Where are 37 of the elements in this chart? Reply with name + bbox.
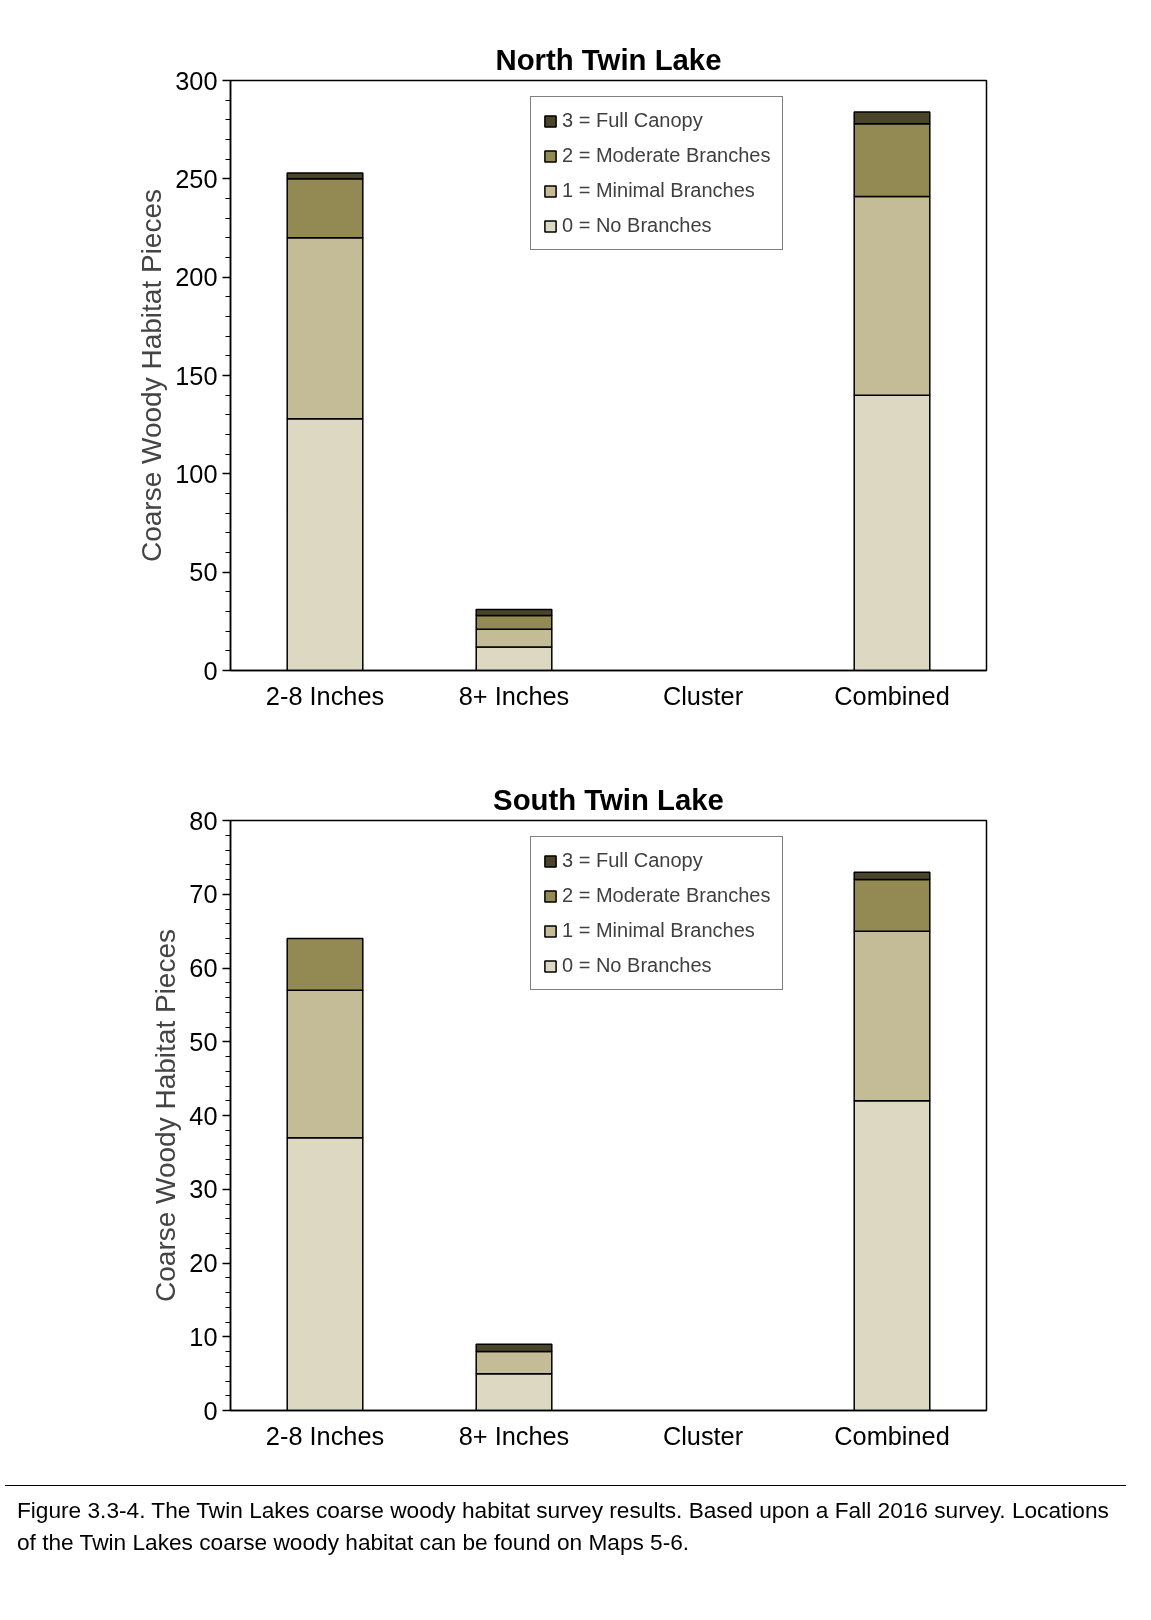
y-tick-label: 0 <box>203 1396 218 1425</box>
legend-label: 0 = No Branches <box>562 954 712 977</box>
x-tick-label: 8+ Inches <box>458 681 570 710</box>
x-tick-label: Cluster <box>662 681 744 710</box>
y-tick-label: 60 <box>189 954 218 982</box>
y-axis-title: Coarse Woody Habitat Pieces <box>136 189 168 562</box>
y-tick-label: 300 <box>175 66 218 95</box>
legend-label: 3 = Full Canopy <box>562 109 703 132</box>
legend-label: 3 = Full Canopy <box>562 849 703 872</box>
y-axis-title: Coarse Woody Habitat Pieces <box>150 929 182 1302</box>
chart-title: North Twin Lake <box>495 42 722 76</box>
caption: Figure 3.3-4. The Twin Lakes coarse woody habitat survey results. Based upon a Fall 2016 survey. Locations of the Twin Lakes coarse woody habitat can be found on Maps 5-6. <box>17 1496 1110 1558</box>
chart-title: South Twin Lake <box>493 782 724 816</box>
x-tick-label: Combined <box>834 681 950 710</box>
y-tick-label: 40 <box>189 1101 218 1130</box>
y-tick-label: 100 <box>175 459 218 488</box>
legend-label: 2 = Moderate Branches <box>562 144 771 167</box>
y-tick-label: 0 <box>203 656 218 685</box>
legend-label: 2 = Moderate Branches <box>562 884 771 907</box>
legend-label: 1 = Minimal Branches <box>562 179 755 202</box>
x-tick-label: Combined <box>834 1421 950 1450</box>
legend-label: 1 = Minimal Branches <box>562 919 755 942</box>
x-tick-label: 2-8 Inches <box>265 681 385 710</box>
y-tick-label: 70 <box>189 880 218 909</box>
y-tick-label: 10 <box>189 1322 218 1351</box>
y-tick-label: 80 <box>189 806 218 835</box>
y-tick-label: 50 <box>189 558 218 587</box>
y-tick-label: 150 <box>175 361 218 390</box>
legend-label: 0 = No Branches <box>562 214 712 237</box>
y-tick-label: 250 <box>175 164 218 193</box>
x-tick-label: 2-8 Inches <box>265 1421 385 1450</box>
y-tick-label: 50 <box>189 1027 218 1056</box>
y-tick-label: 30 <box>189 1175 218 1204</box>
x-tick-label: 8+ Inches <box>458 1421 570 1450</box>
y-tick-label: 20 <box>189 1249 218 1277</box>
y-tick-label: 200 <box>175 263 218 292</box>
x-tick-label: Cluster <box>662 1421 744 1450</box>
